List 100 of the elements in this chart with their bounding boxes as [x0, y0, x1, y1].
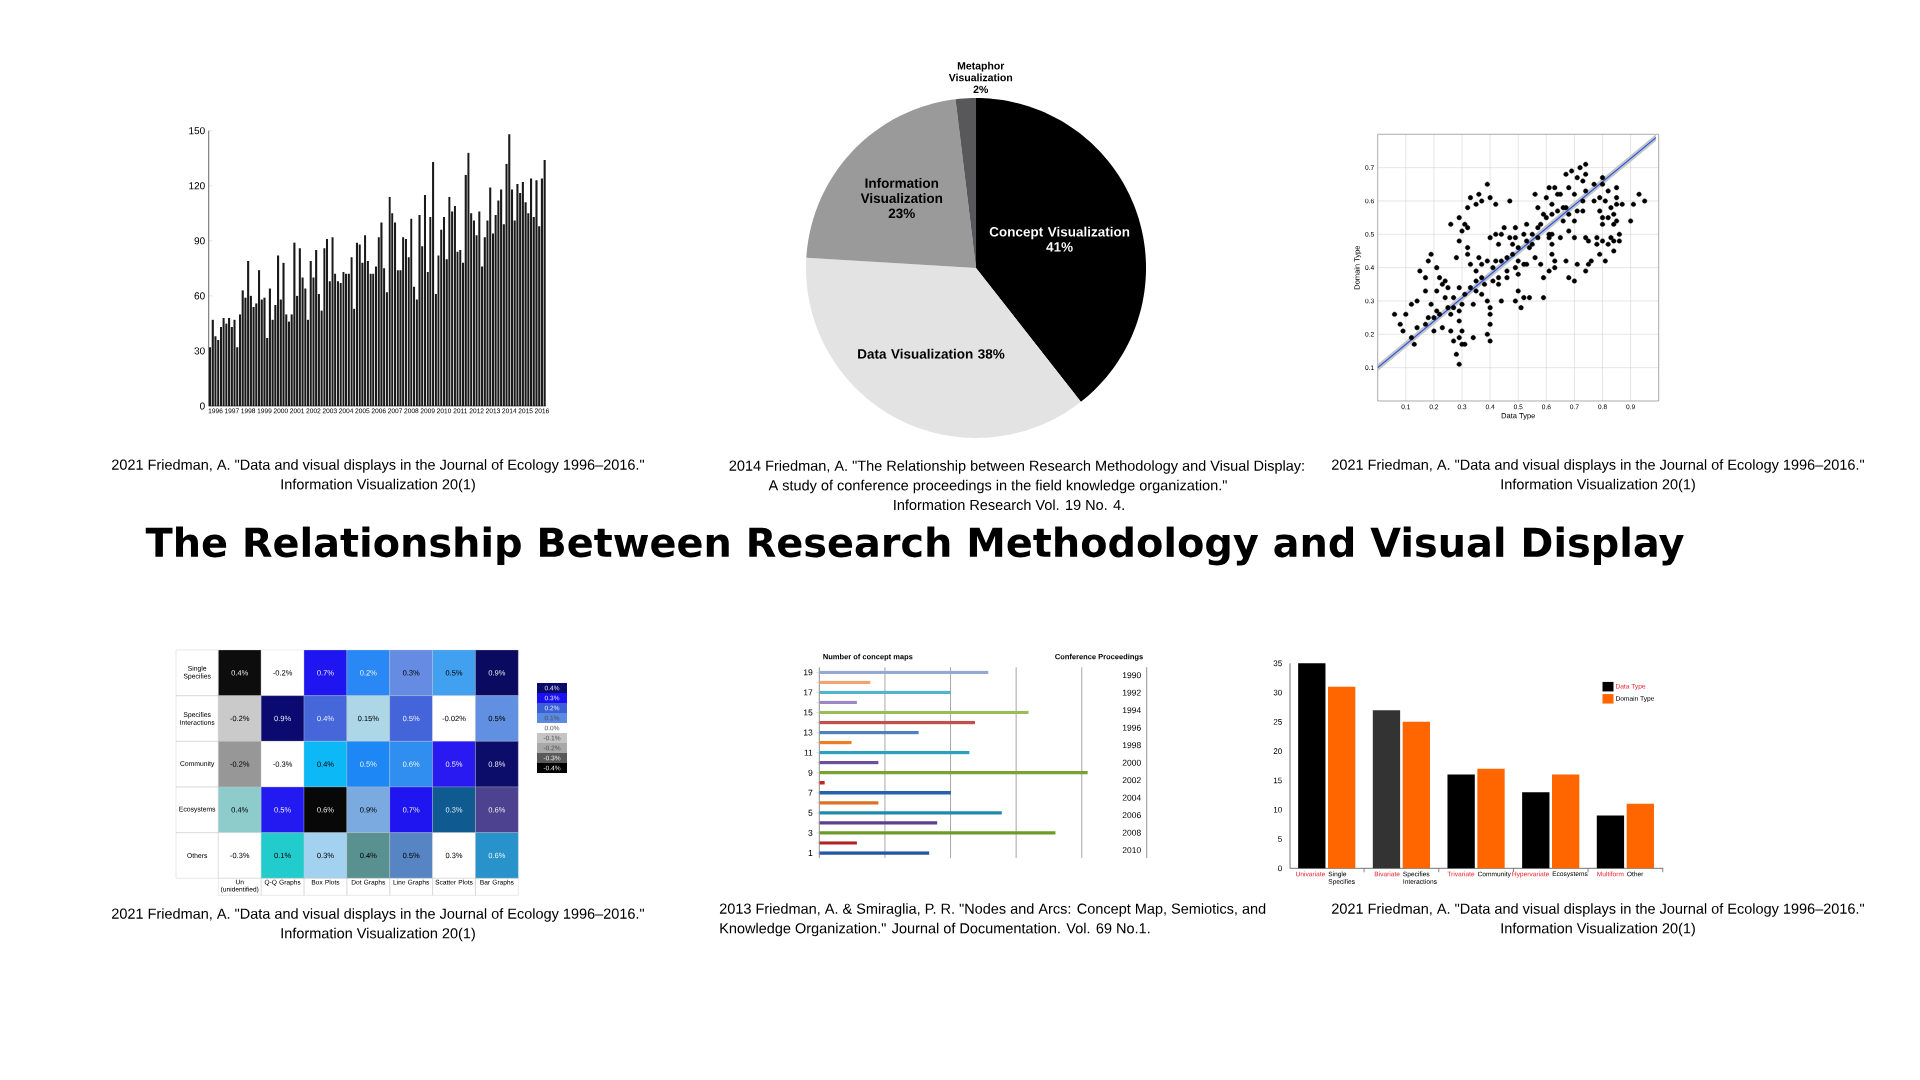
text: Information Research Vol. 19 No. 4. — [894, 499, 1124, 511]
bar — [529, 178, 533, 406]
y2-tick-label: 1994 — [1122, 707, 1141, 714]
bar — [508, 134, 511, 406]
data-label: 41% — [1046, 242, 1073, 252]
bar — [268, 288, 271, 406]
data-label: 23% — [888, 208, 915, 219]
bar — [257, 270, 261, 406]
bar — [233, 319, 236, 406]
bar — [1328, 686, 1356, 869]
y-tick-label: 60 — [194, 292, 205, 300]
bar — [1552, 774, 1580, 869]
y-tick-label: 25 — [1273, 719, 1282, 725]
slice-label: Information Visualization — [860, 177, 943, 204]
bar — [1447, 774, 1475, 869]
bar — [819, 821, 938, 825]
bar — [819, 771, 1088, 775]
y2-tick-label: 2004 — [1122, 794, 1141, 801]
bar — [418, 215, 421, 406]
bar — [388, 196, 391, 406]
y-tick-label: 90 — [194, 237, 205, 245]
bar — [331, 237, 334, 406]
bar — [819, 690, 951, 695]
bar — [819, 841, 857, 845]
bar — [293, 242, 296, 406]
bar — [325, 238, 329, 406]
y2-tick-label: 2010 — [1122, 847, 1141, 854]
bar — [1402, 721, 1430, 869]
bar — [364, 235, 367, 406]
bar — [442, 216, 446, 406]
bar — [247, 261, 250, 406]
bar — [535, 180, 538, 406]
bar — [819, 670, 989, 674]
y-tick-label: 17 — [803, 689, 813, 696]
slice-label: Metaphor Visualization — [948, 61, 1013, 82]
bar — [380, 222, 383, 406]
bar — [467, 152, 470, 406]
y-tick-label: 7 — [808, 789, 813, 796]
bar — [309, 261, 312, 406]
bar — [282, 262, 285, 406]
y2-tick-label: 1990 — [1122, 672, 1141, 679]
slice-label: Concept Visualization — [989, 226, 1130, 240]
y-tick-label: 150 — [189, 127, 205, 135]
bar — [423, 194, 427, 406]
y-tick-label: 35 — [1273, 660, 1282, 667]
y-tick-label: 20 — [1273, 748, 1282, 754]
bar — [432, 161, 435, 406]
bar — [1372, 710, 1401, 869]
y-tick-label: 5 — [1278, 836, 1282, 842]
bar — [819, 700, 857, 705]
bar — [410, 218, 413, 406]
text: 2014 Friedman, A. "The Relationship between Research Methodology and Visual Display: — [729, 460, 1304, 474]
y-tick-label: 0 — [1278, 865, 1282, 872]
bar — [819, 791, 951, 795]
bar — [355, 242, 359, 406]
y2-tick-label: 1998 — [1122, 742, 1141, 749]
text: 2021 Friedman, A. "Data and visual displays in the Journal of Ecology 1996–2016." Information Visualization 20(1) — [112, 459, 644, 493]
bar — [1522, 792, 1550, 869]
bar — [228, 317, 231, 406]
text: A study of conference proceedings in the field knowledge organization." — [768, 479, 1227, 494]
y2-tick-label: 2000 — [1122, 759, 1141, 766]
bar — [819, 710, 1029, 715]
y-tick-label: 19 — [803, 669, 813, 676]
bar — [241, 290, 244, 406]
text: 2021 Friedman, A. "Data and visual displays in the Journal of Ecology 1996–2016." Information Visualization 20(1) — [112, 908, 644, 942]
bar — [1477, 768, 1505, 869]
bar — [819, 750, 970, 755]
y-tick-label: 0 — [200, 402, 205, 410]
bar — [1596, 815, 1625, 869]
y2-tick-label: 2006 — [1122, 812, 1141, 819]
y-tick-label: 3 — [808, 829, 813, 836]
bar — [1626, 803, 1654, 869]
data-label: 38% — [978, 349, 1005, 359]
bar — [1298, 663, 1326, 869]
bar — [478, 211, 481, 406]
y2-tick-label: 1992 — [1122, 689, 1141, 696]
bar — [819, 730, 919, 735]
bar — [263, 297, 266, 406]
bar — [819, 831, 1056, 835]
y-tick-label: 120 — [189, 182, 205, 190]
y2-tick-label: 2008 — [1122, 829, 1141, 836]
y-tick-label: 13 — [803, 729, 813, 736]
text: 2021 Friedman, A. "Data and visual displays in the Journal of Ecology 1996–2016." Information Visualization 20(1) — [1332, 903, 1865, 937]
text: The Relationship Between Research Methodology and Visual Display — [145, 526, 1684, 566]
y-tick-label: 5 — [808, 809, 813, 816]
bar — [819, 740, 852, 745]
y2-tick-label: 2002 — [1122, 777, 1141, 784]
y-tick-label: 15 — [803, 709, 813, 716]
bar — [211, 319, 214, 406]
y-tick-label: 9 — [808, 769, 813, 776]
bar — [819, 720, 975, 725]
y-tick-label: 1 — [808, 850, 813, 856]
bar — [315, 249, 318, 406]
y-tick-label: 15 — [1273, 777, 1282, 784]
bar — [453, 205, 456, 406]
text: 2013 Friedman, A. & Smiraglia, P. R. "Nodes and Arcs: Concept Map, Semiotics, and Knowledge Organization." Journal of Documentation. Vol. 69 No.1. — [719, 903, 1266, 937]
bar — [500, 189, 503, 406]
y-tick-label: 10 — [1273, 806, 1282, 813]
bar — [298, 248, 301, 406]
bar — [516, 183, 519, 406]
